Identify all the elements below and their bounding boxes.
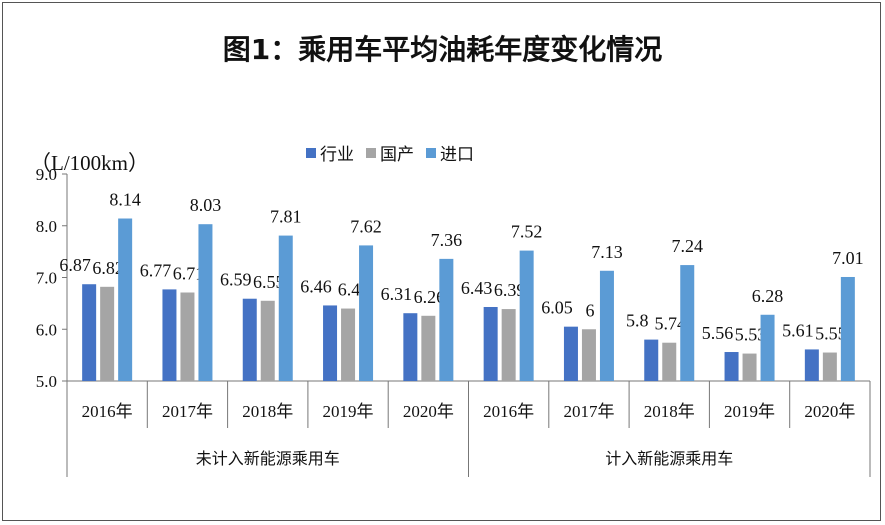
bar — [180, 292, 195, 381]
legend-label-industry: 行业 — [320, 145, 354, 165]
data-label: 7.81 — [270, 207, 302, 227]
bar — [118, 218, 133, 381]
data-label: 8.03 — [190, 195, 222, 215]
data-label: 6.43 — [461, 278, 493, 298]
legend-swatch-industry — [306, 147, 316, 158]
x-group-label: 计入新能源乘用车 — [605, 449, 733, 468]
legend-item-imported: 进口 — [426, 140, 474, 165]
data-label: 6.31 — [381, 284, 413, 304]
data-label: 6.55 — [253, 272, 285, 292]
legend: 行业 国产 进口 — [306, 140, 474, 165]
data-label: 6.87 — [59, 255, 91, 275]
data-label: 5.8 — [626, 311, 649, 331]
bar — [242, 298, 257, 381]
bar — [100, 286, 115, 381]
bar — [483, 306, 498, 381]
bar — [662, 342, 677, 381]
data-label: 6.4 — [338, 280, 361, 300]
x-category-label: 2016年 — [483, 402, 534, 421]
data-label: 6.26 — [414, 287, 446, 307]
data-label: 6.05 — [541, 298, 573, 318]
bar — [421, 315, 436, 381]
y-tick-label: 7.0 — [36, 269, 57, 288]
bar — [323, 305, 338, 381]
legend-item-domestic: 国产 — [366, 140, 414, 165]
bar — [742, 353, 757, 381]
x-group-label: 未计入新能源乘用车 — [196, 449, 340, 468]
y-tick-label: 9.0 — [36, 165, 57, 184]
x-category-label: 2019年 — [323, 402, 374, 421]
chart-title: 图1：乘用车平均油耗年度变化情况 — [222, 33, 663, 66]
data-label: 6 — [585, 300, 594, 320]
y-tick-label: 8.0 — [36, 217, 57, 236]
bar — [563, 326, 578, 381]
data-label: 7.24 — [672, 236, 704, 256]
data-label: 7.13 — [591, 242, 623, 262]
legend-label-imported: 进口 — [440, 145, 474, 165]
legend-label-domestic: 国产 — [380, 145, 414, 165]
bar — [501, 309, 516, 381]
bar — [162, 289, 177, 381]
legend-swatch-imported — [426, 147, 436, 158]
data-label: 8.14 — [109, 190, 141, 210]
bar — [581, 329, 596, 381]
data-label: 7.36 — [431, 230, 463, 250]
data-label: 6.59 — [220, 270, 252, 290]
data-label: 7.01 — [832, 248, 864, 268]
data-label: 5.53 — [735, 325, 767, 345]
bar — [82, 284, 97, 381]
bar — [804, 349, 819, 381]
bar — [724, 352, 739, 381]
bar — [359, 245, 374, 381]
bar — [198, 224, 213, 381]
x-category-label: 2020年 — [804, 402, 855, 421]
data-label: 6.71 — [173, 264, 205, 284]
x-category-label: 2018年 — [644, 402, 695, 421]
bar — [822, 352, 837, 381]
data-label: 6.28 — [752, 286, 784, 306]
bar — [760, 314, 775, 381]
data-label: 5.56 — [702, 323, 734, 343]
x-category-label: 2019年 — [724, 402, 775, 421]
data-label: 5.55 — [815, 324, 847, 344]
data-label: 5.74 — [655, 314, 687, 334]
data-label: 6.77 — [140, 260, 172, 280]
x-category-label: 2020年 — [403, 402, 454, 421]
legend-item-industry: 行业 — [306, 140, 354, 165]
x-category-label: 2017年 — [162, 402, 213, 421]
bar — [599, 270, 614, 381]
bar — [260, 300, 275, 381]
bar — [680, 265, 695, 381]
x-category-label: 2018年 — [242, 402, 293, 421]
bar — [403, 313, 418, 381]
bar — [278, 235, 293, 381]
data-label: 6.82 — [92, 258, 124, 278]
y-axis-unit: （L/100km） — [30, 151, 149, 175]
data-label: 7.62 — [350, 216, 382, 236]
bar — [644, 339, 659, 381]
y-tick-label: 6.0 — [36, 320, 57, 339]
x-category-label: 2017年 — [563, 402, 614, 421]
bar — [840, 276, 855, 381]
data-label: 6.39 — [494, 280, 526, 300]
bar — [341, 308, 356, 381]
data-label: 5.61 — [782, 320, 814, 340]
bar — [519, 250, 534, 381]
y-tick-label: 5.0 — [36, 372, 57, 391]
data-label: 7.52 — [511, 222, 543, 242]
legend-swatch-domestic — [366, 147, 376, 158]
x-category-label: 2016年 — [82, 402, 133, 421]
bar — [439, 258, 454, 381]
data-label: 6.46 — [300, 276, 332, 296]
